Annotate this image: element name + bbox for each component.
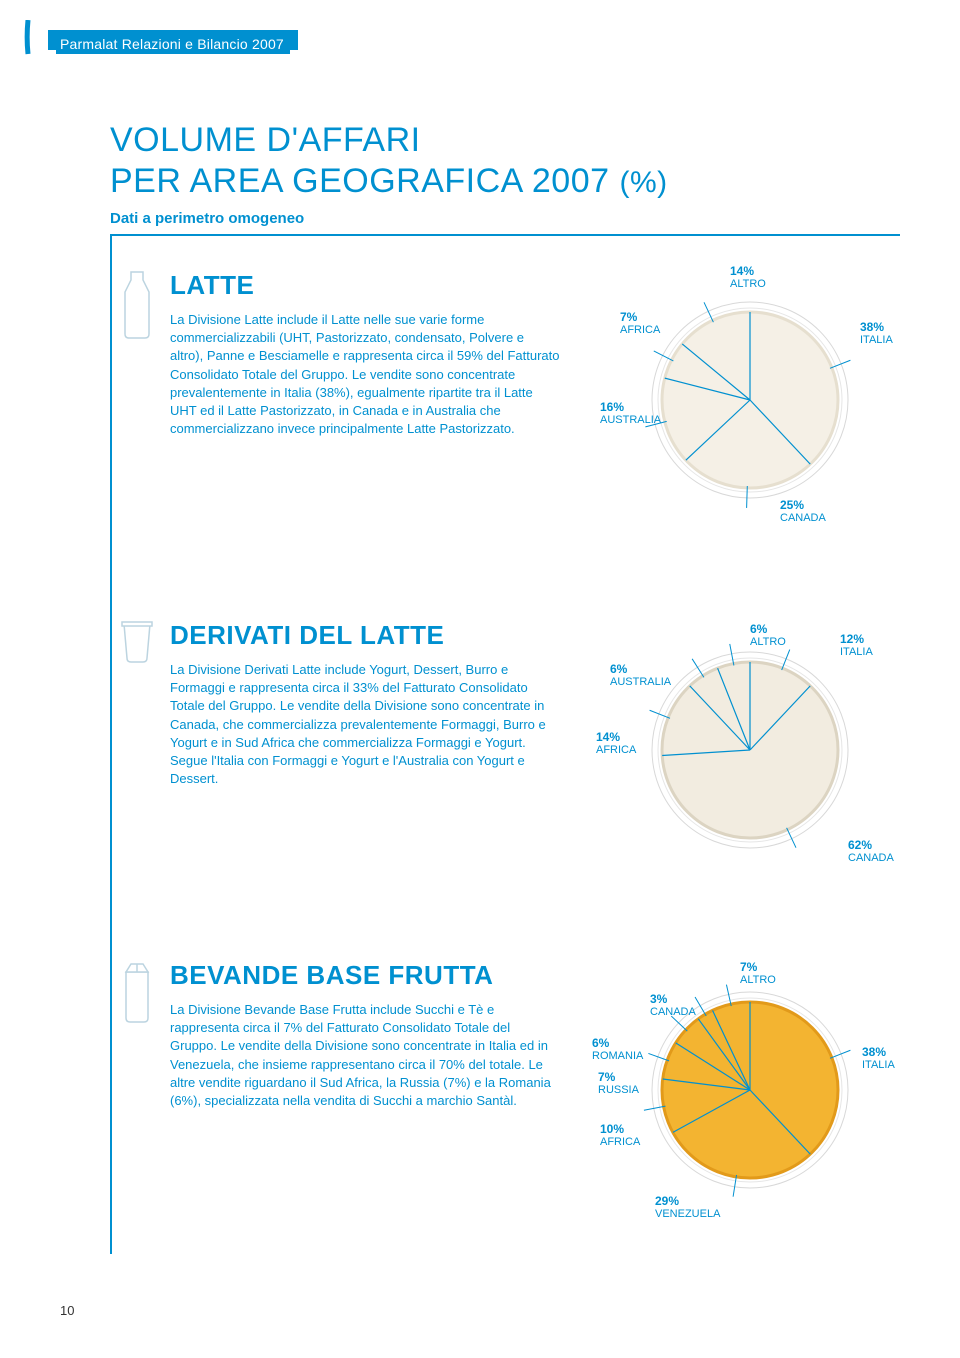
section-derivati: DERIVATI DEL LATTE La Divisione Derivati… [110, 620, 900, 920]
pie-label: 12%ITALIA [840, 632, 873, 660]
pie-label: 25%CANADA [780, 498, 826, 526]
pie-label: 6%ROMANIA [592, 1036, 643, 1064]
page-subtitle: Dati a perimetro omogeneo [110, 210, 304, 227]
pie-label: 14%ALTRO [730, 264, 766, 292]
pie-label: 7%AFRICA [620, 310, 660, 338]
pie-label: 38%ITALIA [862, 1045, 895, 1073]
section-text: BEVANDE BASE FRUTTA La Divisione Bevande… [170, 960, 560, 1110]
pie-label: 62%CANADA [848, 838, 894, 866]
section-title: DERIVATI DEL LATTE [170, 620, 560, 651]
title-suffix: (%) [619, 166, 667, 199]
yogurt-cup-icon [120, 620, 160, 669]
section-body: La Divisione Derivati Latte include Yogu… [170, 661, 560, 788]
pie-label: 10%AFRICA [600, 1122, 640, 1150]
section-text: LATTE La Divisione Latte include il Latt… [170, 270, 560, 438]
section-title: LATTE [170, 270, 560, 301]
section-bevande: BEVANDE BASE FRUTTA La Divisione Bevande… [110, 960, 900, 1260]
section-text: DERIVATI DEL LATTE La Divisione Derivati… [170, 620, 560, 788]
section-body: La Divisione Bevande Base Frutta include… [170, 1001, 560, 1110]
section-title: BEVANDE BASE FRUTTA [170, 960, 560, 991]
pie-label: 38%ITALIA [860, 320, 893, 348]
pie-label: 7%RUSSIA [598, 1070, 639, 1098]
pie-label: 6%AUSTRALIA [610, 662, 671, 690]
page-number: 10 [60, 1303, 74, 1318]
title-line-1: VOLUME D'AFFARI [110, 121, 421, 159]
juice-carton-icon [120, 960, 160, 1029]
milk-bottle-icon [120, 270, 160, 345]
pie-chart-latte: 38%ITALIA 25%CANADA 16%AUSTRALIA 7%AFRICA 14… [590, 250, 890, 530]
pie-label: 16%AUSTRALIA [600, 400, 661, 428]
pie-chart-derivati: 12%ITALIA62%CANADA14%AFRICA6%AUSTRALIA6%… [590, 600, 890, 880]
pie-label: 14%AFRICA [596, 730, 636, 758]
pie-chart-bevande: 38%ITALIA29%VENEZUELA10%AFRICA7%RUSSIA6%… [590, 940, 890, 1220]
pie-label: 6%ALTRO [750, 622, 786, 650]
main-horizontal-rule [110, 234, 900, 236]
header-brand-text: Parmalat Relazioni e Bilancio 2007 [56, 34, 290, 54]
section-body: La Divisione Latte include il Latte nell… [170, 311, 560, 438]
title-line-2: PER AREA GEOGRAFICA 2007 [110, 162, 619, 200]
brand-label: Parmalat Relazioni e Bilancio 2007 [60, 36, 284, 52]
pie-label: 7%ALTRO [740, 960, 776, 988]
page-title: VOLUME D'AFFARI PER AREA GEOGRAFICA 2007… [110, 120, 668, 202]
pie-label: 3%CANADA [650, 992, 696, 1020]
pie-label: 29%VENEZUELA [655, 1194, 720, 1222]
section-latte: LATTE La Divisione Latte include il Latt… [110, 270, 900, 570]
